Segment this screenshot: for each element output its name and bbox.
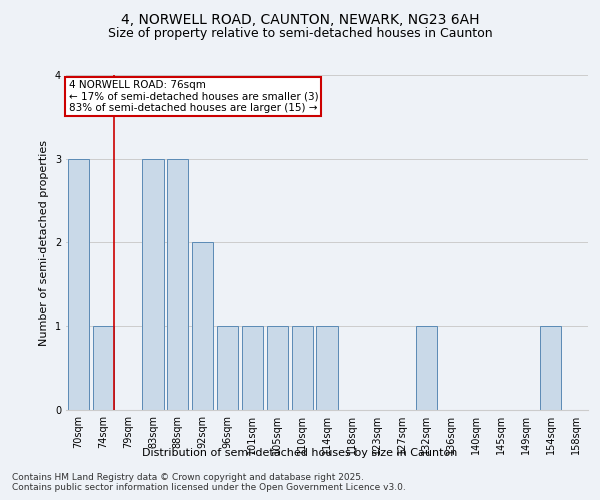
Text: Distribution of semi-detached houses by size in Caunton: Distribution of semi-detached houses by … [142,448,458,458]
Bar [192,242,213,410]
Bar [217,326,238,410]
Text: Size of property relative to semi-detached houses in Caunton: Size of property relative to semi-detach… [107,28,493,40]
Bar [142,158,164,410]
Bar [167,158,188,410]
Bar [316,326,338,410]
Bar [93,326,114,410]
Text: 4 NORWELL ROAD: 76sqm
← 17% of semi-detached houses are smaller (3)
83% of semi-: 4 NORWELL ROAD: 76sqm ← 17% of semi-deta… [68,80,318,113]
Text: 4, NORWELL ROAD, CAUNTON, NEWARK, NG23 6AH: 4, NORWELL ROAD, CAUNTON, NEWARK, NG23 6… [121,12,479,26]
Bar [292,326,313,410]
Bar [68,158,89,410]
Text: Contains HM Land Registry data © Crown copyright and database right 2025.: Contains HM Land Registry data © Crown c… [12,472,364,482]
Bar [540,326,561,410]
Bar [416,326,437,410]
Bar [242,326,263,410]
Text: Contains public sector information licensed under the Open Government Licence v3: Contains public sector information licen… [12,484,406,492]
Bar [267,326,288,410]
Y-axis label: Number of semi-detached properties: Number of semi-detached properties [40,140,49,346]
